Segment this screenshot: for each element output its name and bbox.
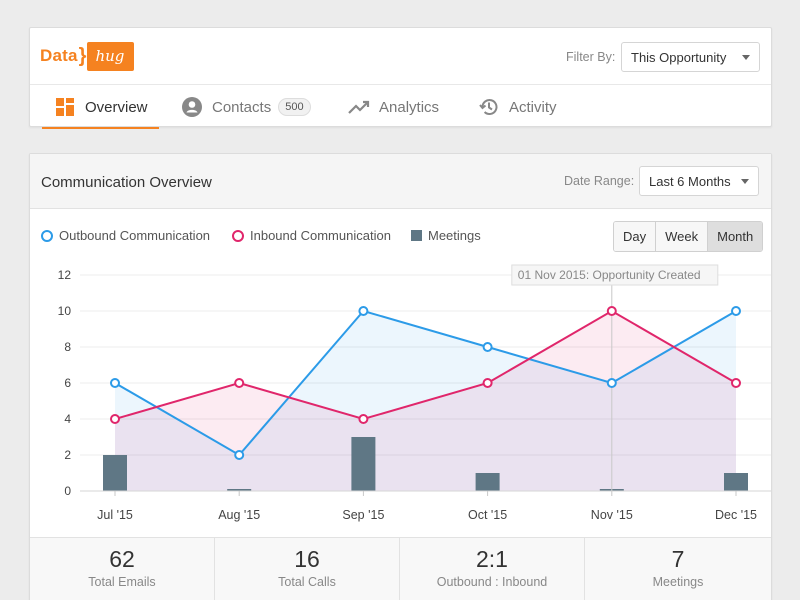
meetings-bar	[599, 489, 624, 491]
y-tick-label: 0	[64, 484, 71, 498]
outbound-point	[482, 342, 493, 352]
logo-brace: }	[78, 44, 87, 67]
stat-label: Meetings	[652, 575, 704, 589]
meetings-bar	[724, 473, 748, 491]
stat-total-calls: 16 Total Calls	[215, 538, 400, 600]
inbound-point	[110, 414, 120, 424]
stats-bar: 62 Total Emails 16 Total Calls 2:1 Outbo…	[30, 537, 771, 600]
caret-down-icon	[742, 55, 750, 60]
filter-label: Filter By:	[566, 50, 616, 64]
date-range-label: Date Range:	[564, 174, 635, 188]
outbound-area	[115, 311, 736, 491]
inbound-point	[731, 378, 741, 388]
date-range-select[interactable]: Last 6 Months	[639, 166, 759, 196]
annotation-text: 01 Nov 2015: Opportunity Created	[518, 268, 701, 282]
outbound-point	[110, 378, 120, 388]
stat-meetings: 7 Meetings	[585, 538, 771, 600]
header-card: Data } hug Filter By: This Opportunity O…	[29, 27, 772, 129]
logo-hug-badge: hug	[87, 41, 135, 71]
card-title: Communication Overview	[41, 174, 212, 191]
legend-outbound-label: Outbound Communication	[59, 228, 211, 243]
inbound-point	[358, 414, 369, 424]
history-icon	[478, 96, 500, 118]
inbound-marker-icon	[232, 229, 244, 242]
period-week-button[interactable]: Week	[656, 222, 709, 251]
outbound-point	[606, 378, 617, 388]
tab-activity-label: Activity	[509, 98, 557, 116]
outbound-point	[731, 306, 741, 316]
x-tick-label: Sep '15	[342, 508, 384, 522]
stat-label: Total Emails	[88, 575, 156, 589]
trend-icon	[348, 96, 370, 118]
stat-total-emails: 62 Total Emails	[30, 538, 215, 600]
filter-select-value: This Opportunity	[631, 49, 727, 65]
period-day-button[interactable]: Day	[614, 222, 657, 251]
tab-analytics[interactable]: Analytics	[348, 85, 439, 129]
outbound-point	[358, 306, 369, 316]
stat-value: 16	[294, 546, 320, 572]
meetings-bar	[227, 489, 252, 491]
main-tabs: Overview Contacts 500 Analytics Activity	[30, 84, 771, 129]
y-tick-label: 8	[64, 340, 71, 354]
card-header: Communication Overview Date Range: Last …	[30, 154, 771, 209]
x-tick-label: Aug '15	[218, 508, 260, 522]
tab-activity[interactable]: Activity	[478, 85, 557, 129]
legend-inbound[interactable]: Inbound Communication	[232, 228, 391, 243]
communication-card: Communication Overview Date Range: Last …	[29, 153, 772, 600]
meetings-bar	[475, 473, 500, 491]
stat-value: 7	[671, 546, 685, 572]
stat-ratio: 2:1 Outbound : Inbound	[400, 538, 585, 600]
x-tick-label: Dec '15	[715, 508, 757, 522]
legend-inbound-label: Inbound Communication	[250, 228, 391, 243]
period-month-button[interactable]: Month	[708, 222, 763, 251]
legend-meetings-label: Meetings	[428, 228, 481, 243]
tab-overview[interactable]: Overview	[42, 85, 159, 129]
outbound-marker-icon	[41, 229, 53, 242]
meetings-marker-icon	[411, 230, 422, 241]
y-tick-label: 10	[58, 304, 72, 318]
date-range-value: Last 6 Months	[649, 173, 731, 189]
outbound-point	[234, 450, 245, 460]
caret-down-icon	[741, 179, 749, 184]
inbound-point	[482, 378, 493, 388]
inbound-line	[114, 309, 737, 421]
stat-value: 62	[109, 546, 135, 572]
chart-legend: Outbound Communication Inbound Communica…	[30, 228, 630, 244]
stat-value: 2:1	[476, 546, 508, 572]
period-toggle: Day Week Month	[613, 221, 764, 252]
tab-contacts-label: Contacts	[212, 98, 272, 116]
x-tick-label: Oct '15	[468, 508, 507, 522]
inbound-point	[234, 378, 245, 388]
logo-data-text: Data	[40, 46, 78, 65]
meetings-bar	[351, 437, 376, 491]
legend-outbound[interactable]: Outbound Communication	[41, 228, 210, 243]
y-tick-label: 2	[64, 448, 71, 462]
inbound-area	[115, 311, 736, 491]
y-tick-label: 12	[58, 268, 72, 282]
y-tick-label: 4	[64, 412, 71, 426]
legend-meetings[interactable]: Meetings	[411, 228, 481, 243]
inbound-point	[606, 306, 617, 316]
y-tick-label: 6	[64, 376, 71, 390]
stat-label: Outbound : Inbound	[436, 575, 548, 589]
filter-select[interactable]: This Opportunity	[621, 42, 760, 72]
tab-contacts[interactable]: Contacts 500	[181, 85, 311, 129]
contacts-count-badge: 500	[278, 98, 311, 116]
outbound-line	[114, 309, 737, 457]
annotation-box	[511, 264, 719, 286]
tab-overview-label: Overview	[85, 98, 148, 116]
x-tick-label: Jul '15	[97, 508, 133, 522]
grid-icon	[54, 96, 76, 118]
stat-label: Total Calls	[278, 575, 336, 589]
meetings-bar	[103, 455, 127, 491]
x-tick-label: Nov '15	[591, 508, 633, 522]
tab-analytics-label: Analytics	[379, 98, 440, 116]
logo[interactable]: Data } hug	[40, 41, 135, 71]
person-icon	[181, 96, 203, 118]
